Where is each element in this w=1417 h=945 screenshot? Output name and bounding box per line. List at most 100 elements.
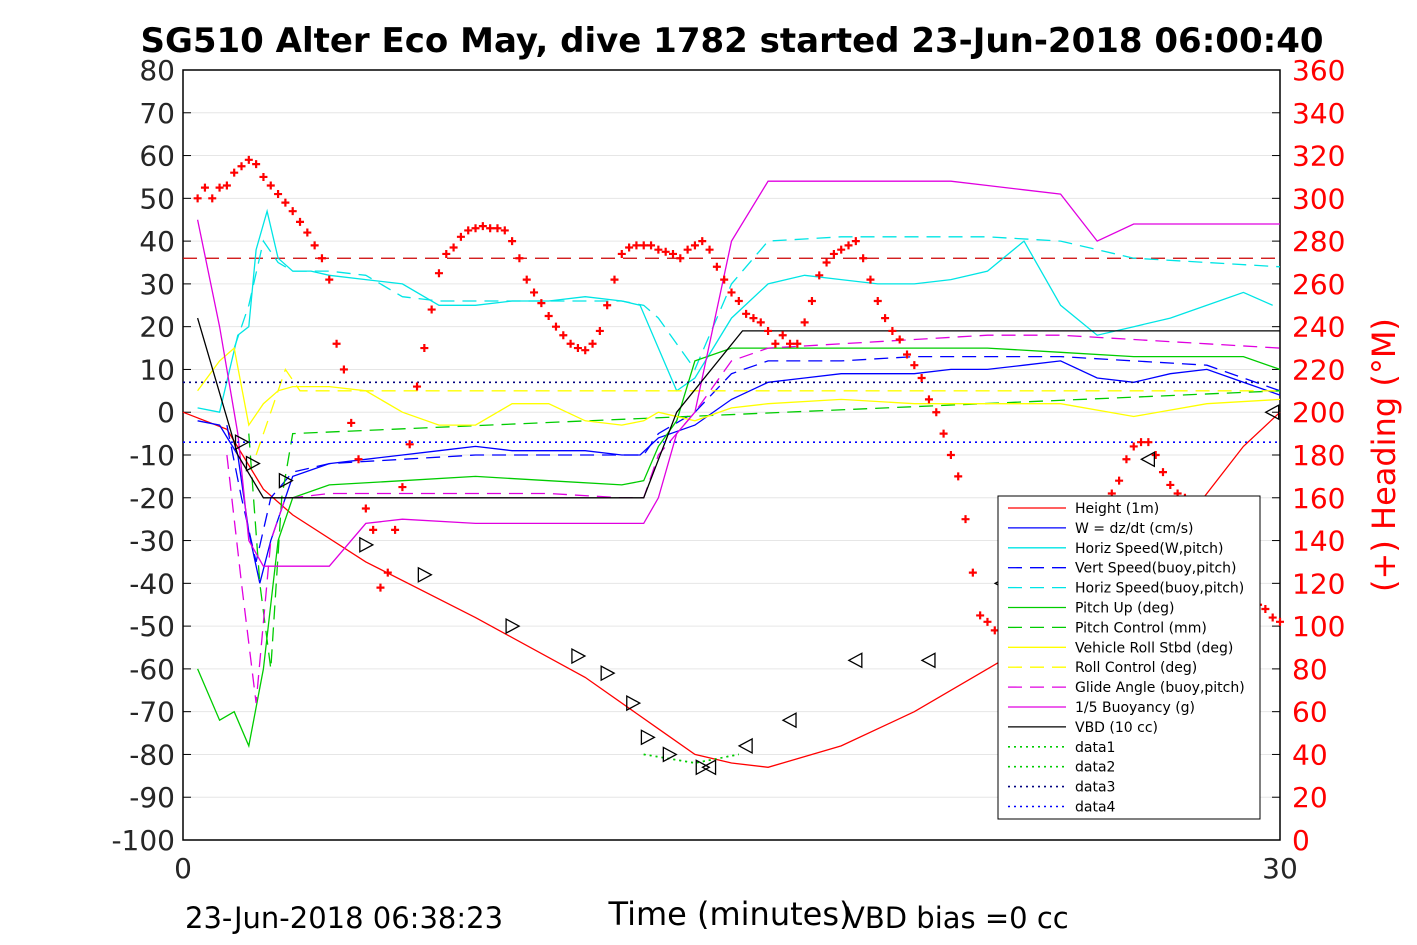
dive-marker	[640, 729, 656, 746]
heading-point	[764, 326, 773, 335]
heading-point	[976, 611, 985, 620]
legend-entry: W = dz/dt (cm/s)	[1075, 521, 1194, 537]
climb-marker	[847, 652, 863, 669]
y-right-tick-label: 200	[1292, 396, 1345, 429]
heading-point	[968, 568, 977, 577]
legend-entry: Vert Speed(buoy,pitch)	[1075, 561, 1237, 577]
y-tick-label: 10	[139, 353, 175, 386]
heading-point	[588, 339, 597, 348]
heading-point	[866, 275, 875, 284]
y-tick-label: 0	[157, 396, 175, 429]
heading-point	[376, 583, 385, 592]
legend-entry: data4	[1075, 800, 1116, 816]
y-right-tick-label: 320	[1292, 140, 1345, 173]
heading-point	[544, 311, 553, 320]
series-line-10	[196, 180, 1280, 567]
y-tick-label: -30	[129, 525, 175, 558]
legend-entry: Pitch Control (mm)	[1075, 620, 1207, 636]
y-tick-label: -100	[111, 824, 175, 857]
y-right-tick-label: 40	[1292, 738, 1328, 771]
dive-marker	[662, 746, 678, 763]
y-right-tick-label: 80	[1292, 653, 1328, 686]
legend-entry: data3	[1075, 780, 1115, 796]
y-axis-left: 80 70 60 50 40 30 20 10 0 -10 -20 -30 -40 -50 -60 -70 -8…	[111, 54, 191, 857]
heading-point	[1151, 451, 1160, 459]
legend-entry: Vehicle Roll Stbd (deg)	[1075, 640, 1233, 656]
heading-point	[924, 395, 933, 404]
heading-point	[954, 472, 963, 481]
heading-point	[274, 190, 283, 199]
heading-point	[361, 504, 370, 513]
heading-point	[193, 194, 202, 203]
heading-point	[807, 297, 816, 305]
heading-point	[1122, 455, 1131, 464]
y-tick-label: -50	[129, 610, 175, 643]
footer-timestamp: 23-Jun-2018 06:38:23	[185, 901, 503, 935]
heading-point	[749, 314, 758, 323]
heading-point	[625, 243, 634, 252]
heading-point	[595, 326, 604, 335]
heading-point	[551, 322, 560, 331]
heading-point	[244, 155, 253, 164]
y-right-tick-label: 100	[1292, 610, 1345, 643]
heading-point	[859, 254, 868, 263]
dive-marker	[359, 536, 375, 553]
heading-point	[676, 254, 685, 263]
chart-title: SG510 Alter Eco May, dive 1782 started 2…	[140, 21, 1323, 61]
heading-point	[347, 418, 356, 427]
heading-point	[1115, 476, 1124, 485]
heading-point	[873, 297, 882, 305]
series-line-4	[233, 236, 1281, 371]
heading-point	[332, 339, 341, 348]
heading-point	[1261, 605, 1270, 613]
heading-point	[559, 331, 568, 340]
y-axis-right: 3603403203002802602402202001801601401201…	[1272, 54, 1345, 857]
heading-point	[917, 374, 926, 382]
heading-point	[288, 207, 297, 216]
climb-marker	[1264, 404, 1280, 421]
dive-marker	[245, 455, 261, 472]
legend-entry: Horiz Speed(buoy,pitch)	[1075, 581, 1244, 597]
heading-point	[1137, 438, 1146, 447]
heading-point	[771, 339, 780, 348]
footer-vbd-bias: VBD bias =0 cc	[845, 901, 1069, 935]
y-tick-label: -70	[129, 696, 175, 729]
heading-point	[1129, 442, 1138, 451]
y-tick-label: 20	[139, 311, 175, 344]
plot-area	[182, 155, 1284, 776]
heading-point	[786, 339, 795, 348]
dive-marker	[417, 566, 433, 583]
climb-marker	[920, 652, 936, 669]
y-right-tick-label: 0	[1292, 824, 1310, 857]
heading-point	[252, 160, 261, 169]
heading-point	[303, 228, 312, 237]
heading-point	[405, 440, 414, 449]
heading-point	[683, 245, 692, 254]
y-right-tick-label: 120	[1292, 567, 1345, 600]
heading-point	[822, 258, 831, 267]
y-right-tick-label: 360	[1292, 54, 1345, 87]
dive-marker	[278, 472, 294, 489]
y-right-tick-label: 140	[1292, 525, 1345, 558]
y-right-tick-label: 240	[1292, 311, 1345, 344]
heading-point	[581, 346, 590, 355]
heading-point	[888, 326, 897, 335]
heading-point	[895, 335, 904, 344]
y-right-tick-label: 260	[1292, 268, 1345, 301]
y-right-tick-label: 160	[1292, 482, 1345, 515]
heading-point	[500, 226, 509, 235]
heading-point	[427, 305, 436, 314]
y-right-tick-label: 180	[1292, 439, 1345, 472]
series-line-7	[197, 346, 1281, 427]
y-right-tick-label: 60	[1292, 696, 1328, 729]
heading-point	[654, 245, 663, 254]
x-axis: 0 30	[174, 852, 1298, 885]
heading-point	[317, 254, 326, 263]
y-tick-label: 50	[139, 182, 175, 215]
heading-point	[471, 224, 480, 233]
heading-point	[800, 318, 809, 327]
heading-point	[617, 249, 626, 258]
heading-point	[522, 275, 531, 284]
series-line-2	[197, 208, 1273, 413]
legend-entry: data1	[1075, 740, 1115, 756]
